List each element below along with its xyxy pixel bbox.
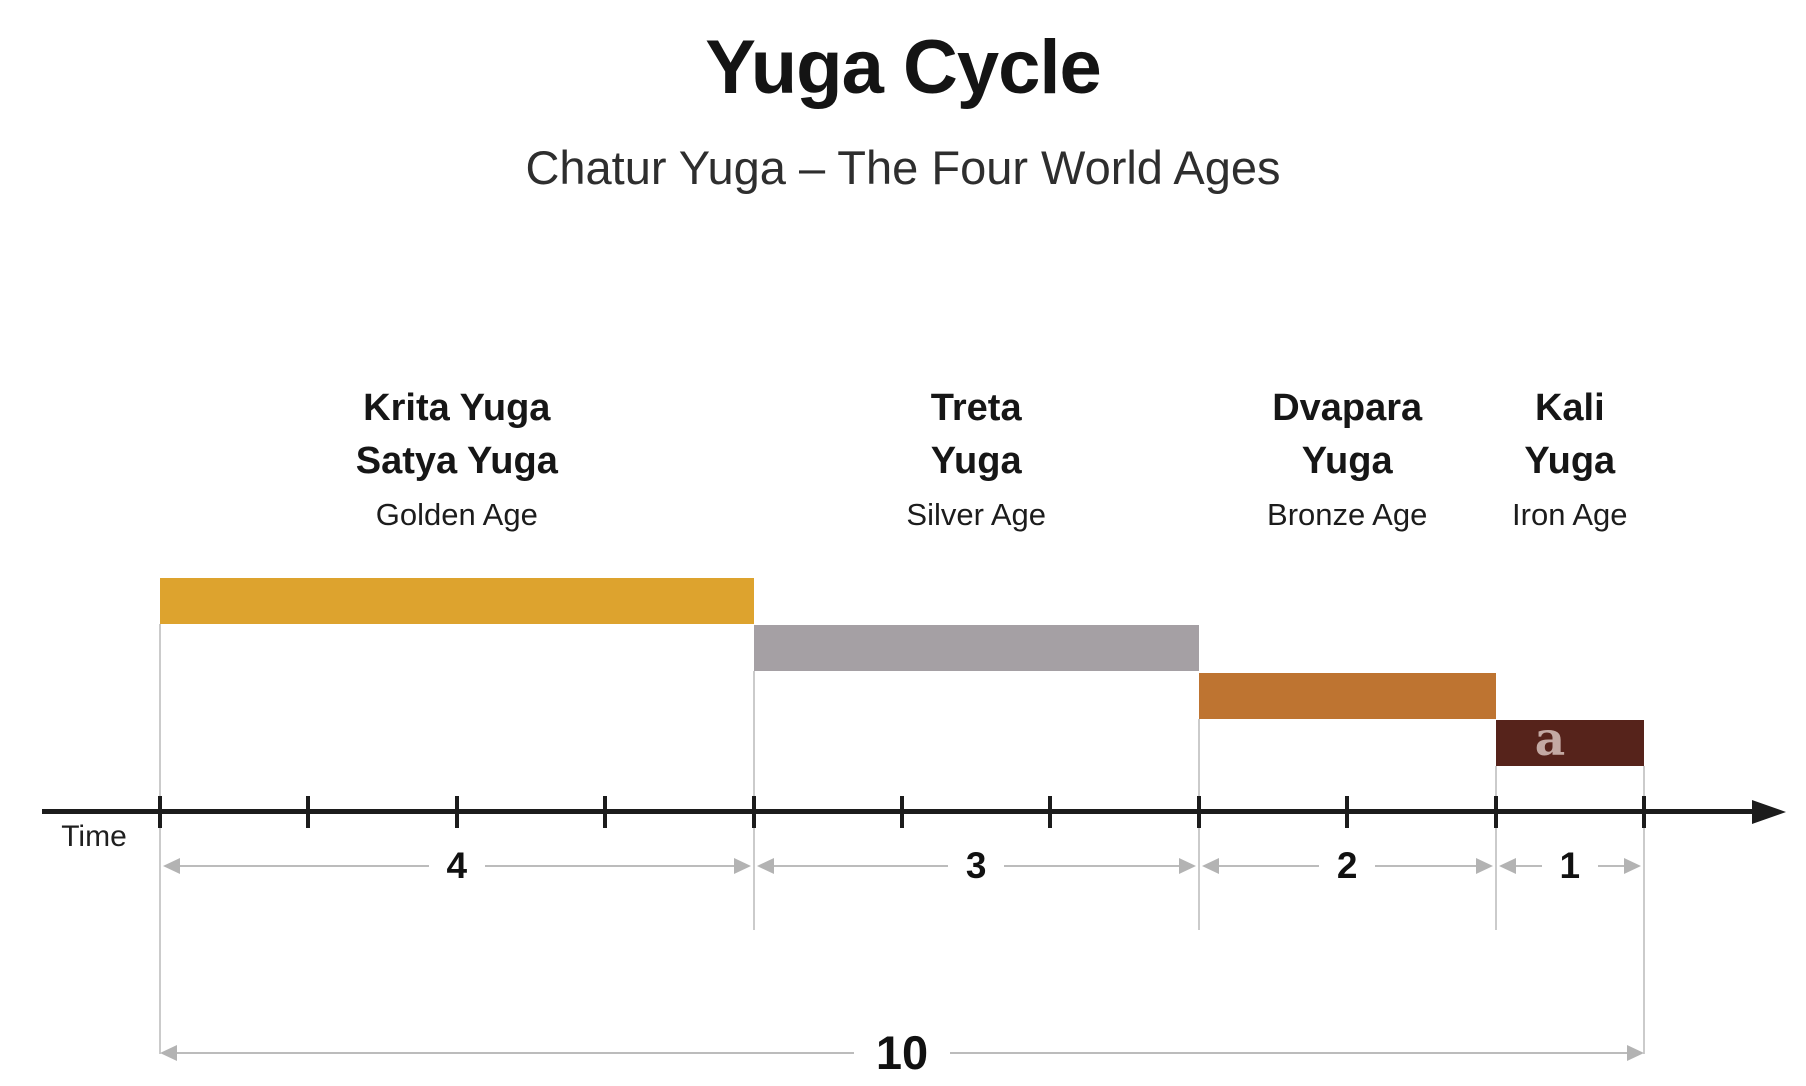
arrow-left-icon [163,858,180,874]
dimension-line [1375,865,1476,867]
duration-dimension: 2 [1201,843,1493,889]
yuga-name-line: Dvapara [1272,387,1423,429]
yuga-name-line: Yuga [1301,440,1393,482]
arrow-left-icon [160,1045,177,1061]
page-subtitle: Chatur Yuga – The Four World Ages [525,141,1281,194]
age-name-label: Silver Age [906,497,1046,532]
arrow-right-icon [733,858,751,874]
arrow-right-icon [1475,858,1493,874]
dimension-line [1218,865,1319,867]
age-name-label: Iron Age [1512,497,1628,532]
yuga-bar-silver-age [753,625,1199,672]
arrow-right-icon [1627,1045,1644,1061]
arrow-left-icon [756,858,774,874]
yuga-bar-golden-age [160,578,754,624]
dimension-line [485,865,734,867]
dimension-line [1598,865,1624,867]
yuga-name-line: Krita Yuga [363,387,551,429]
dimension-line [177,1052,854,1054]
duration-dimension: 1 [1498,843,1641,889]
duration-value: 1 [1559,845,1581,886]
dimension-line [773,865,948,867]
dimension-line [1515,865,1542,867]
total-duration-dimension: 10 [160,1027,1644,1079]
arrow-left-icon [1201,858,1219,874]
time-axis-arrowhead-icon [1752,800,1786,824]
yuga-name-line: Yuga [1524,440,1616,482]
yuga-name-line: Treta [930,387,1022,429]
extension-line [159,624,161,1054]
yuga-name-line: Satya Yuga [355,440,558,482]
arrow-left-icon [1498,858,1516,874]
age-label-block: Treta Yuga Silver Age [906,382,1046,535]
duration-dimension: 4 [163,843,751,889]
age-name-label: Golden Age [375,497,538,532]
age-name-label: Bronze Age [1267,497,1428,532]
page-title: Yuga Cycle [705,25,1102,110]
age-label-block: Kali Yuga Iron Age [1512,382,1627,535]
extension-line [1643,765,1645,1054]
duration-value: 2 [1336,845,1358,886]
yuga-bar-bronze-age [1198,672,1496,719]
duration-value: 4 [446,845,468,886]
dimension-line [180,865,429,867]
watermark-a: a [1534,712,1566,767]
age-label-block: Dvapara Yuga Bronze Age [1267,382,1427,535]
age-label-block: Krita Yuga Satya Yuga Golden Age [356,382,558,535]
arrow-right-icon [1623,858,1641,874]
extension-line [1494,765,1497,930]
yuga-name-line: Kali [1534,387,1605,429]
yuga-bar-iron-age [1495,719,1644,766]
dimension-line [1004,865,1179,867]
yuga-name-line: Yuga [930,440,1022,482]
duration-value: 3 [965,845,987,886]
duration-dimension: 3 [756,843,1196,889]
time-axis-line [42,809,1754,814]
time-axis-label: Time [61,820,127,853]
total-duration-value: 10 [875,1026,929,1079]
arrow-right-icon [1178,858,1196,874]
dimension-line [950,1052,1627,1054]
